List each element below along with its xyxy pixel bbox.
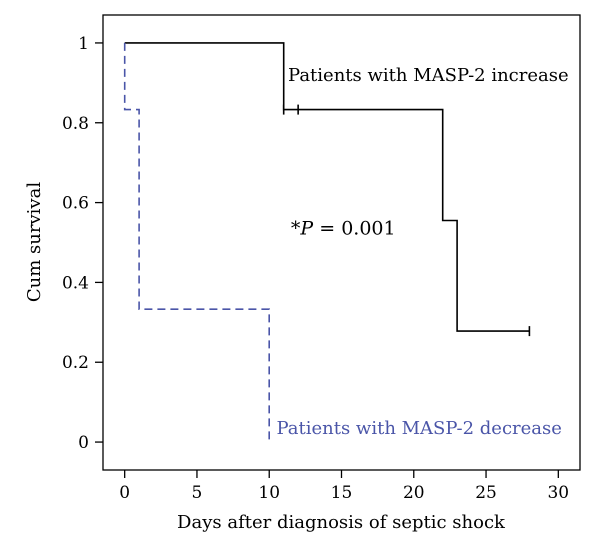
y-axis-label: Cum survival	[24, 182, 45, 302]
x-tick-label: 10	[258, 483, 280, 503]
series-line-2	[123, 42, 270, 443]
y-tick-label: 0.6	[62, 194, 89, 214]
series-label-1: Patients with MASP-2 increase	[288, 65, 569, 86]
x-tick-label: 15	[331, 483, 353, 503]
p-value-annotation: *P = 0.001	[291, 218, 396, 240]
x-tick-label: 30	[547, 483, 569, 503]
y-tick-label: 0	[78, 433, 89, 453]
y-tick-label: 0.8	[62, 114, 89, 134]
plot-series: Patients with MASP-2 increase Patients wi…	[123, 42, 569, 443]
y-tick-label: 0.2	[62, 353, 89, 373]
x-tick-label: 25	[475, 483, 497, 503]
y-tick-label: 0.4	[62, 273, 89, 293]
series-line-1	[124, 42, 530, 332]
x-tick-label: 0	[119, 483, 130, 503]
x-axis-label: Days after diagnosis of septic shock	[177, 512, 506, 533]
y-axis: 0 0.2 0.4 0.6 0.8 1	[62, 34, 103, 453]
y-tick-label: 1	[78, 34, 89, 54]
x-tick-label: 20	[403, 483, 425, 503]
plot-annotations: *P = 0.001	[291, 218, 396, 240]
series-label-2: Patients with MASP-2 decrease	[276, 418, 561, 439]
x-axis: 0 5 10 15 20 25 30	[119, 470, 569, 503]
x-tick-label: 5	[192, 483, 203, 503]
